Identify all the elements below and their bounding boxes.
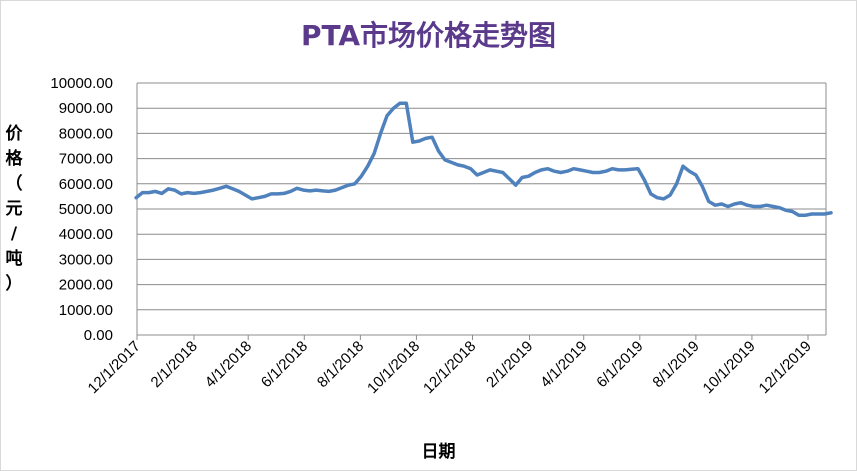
y-tick-label: 6000.00 [59, 176, 113, 193]
price-series-line [134, 101, 833, 218]
x-tick-label: 8/1/2018 [314, 338, 367, 391]
y-tick-label: 8000.00 [59, 125, 113, 142]
x-tick-label: 4/1/2018 [202, 338, 255, 391]
y-axis-label-char: ） [5, 274, 23, 294]
y-axis-label-char: 吨 [5, 249, 23, 269]
x-tick-label: 2/1/2019 [483, 338, 536, 391]
x-tick-label: 12/1/2019 [756, 338, 815, 397]
x-tick-label: 6/1/2019 [593, 338, 646, 391]
x-tick-label: 6/1/2018 [258, 338, 311, 391]
y-tick-label: 9000.00 [59, 100, 113, 117]
y-tick-label: 2000.00 [59, 277, 113, 294]
gridlines [136, 82, 827, 340]
y-axis-label-char: （ [5, 174, 23, 194]
series-group [134, 101, 833, 218]
x-tick-label: 8/1/2019 [649, 338, 702, 391]
y-axis-label-char: / [10, 224, 18, 244]
y-tick-label: 10000.00 [50, 75, 113, 92]
y-tick-label: 0.00 [84, 327, 113, 344]
y-tick-label: 5000.00 [59, 201, 113, 218]
y-axis-label-char: 格 [5, 149, 23, 169]
y-tick-label: 4000.00 [59, 226, 113, 243]
y-axis-label-char: 价 [5, 124, 23, 144]
y-tick-label: 3000.00 [59, 251, 113, 268]
x-tick-label: 4/1/2019 [537, 338, 590, 391]
x-tick-label: 2/1/2018 [148, 338, 201, 391]
chart-title: PTA市场价格走势图 [300, 19, 557, 52]
x-tick-label: 12/1/2017 [85, 338, 144, 397]
y-tick-label: 1000.00 [59, 302, 113, 319]
y-axis-label-char: 元 [5, 199, 23, 219]
y-tick-label: 7000.00 [59, 151, 113, 168]
x-axis-label: 日期 [421, 442, 456, 462]
x-tick-label: 10/1/2019 [700, 338, 759, 397]
y-axis-label: 价格 （ 元 / 吨 ） [4, 122, 24, 297]
x-tick-labels: 12/1/2017 2/1/2018 4/1/2018 6/1/2018 8/1/201… [85, 338, 815, 397]
x-tick-label: 10/1/2018 [364, 338, 423, 397]
y-tick-labels: 0.00 1000.00 2000.00 3000.00 4000.00 5000.00 6… [50, 75, 113, 344]
x-tick-label: 12/1/2018 [420, 338, 479, 397]
